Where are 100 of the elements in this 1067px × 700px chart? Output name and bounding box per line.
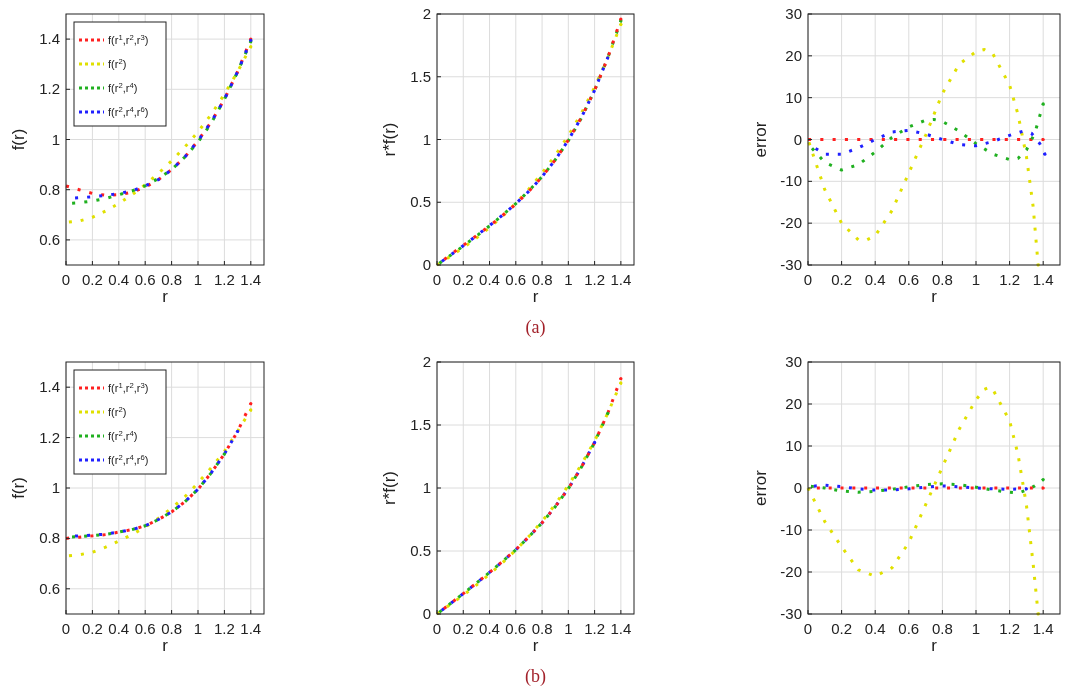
x-tick-label: 1.2 [999, 620, 1021, 637]
y-tick-label: 20 [785, 395, 802, 412]
x-tick-label: 0.4 [864, 620, 886, 637]
y-tick-label: 10 [785, 437, 802, 454]
y-tick-label: 1.5 [410, 416, 431, 433]
x-tick-label: 1.2 [213, 620, 235, 637]
y-tick-label: 0.6 [39, 579, 60, 597]
y-tick-label: 10 [785, 88, 802, 106]
y-tick-label: 1.4 [39, 378, 60, 396]
y-tick-label: 1.2 [39, 428, 60, 446]
legend-label: f(r$^{1}$,r$^{2}$,r$^{3}$) [108, 380, 149, 394]
x-tick-label: 0.2 [81, 271, 103, 288]
y-axis-title: r*f(r) [380, 471, 399, 505]
x-axis-title: r [532, 636, 539, 655]
legend-label: f(r$^{2}$,r$^{4}$) [108, 80, 138, 94]
x-tick-label: 0.4 [108, 271, 130, 288]
x-tick-label: 1.2 [213, 271, 235, 288]
y-tick-label: 0 [422, 256, 431, 273]
x-tick-label: 1.2 [999, 271, 1021, 288]
x-tick-label: 0.4 [479, 271, 500, 288]
y-tick-label: 0.6 [39, 230, 60, 248]
x-axis-title: r [931, 636, 938, 655]
y-tick-label: 0.5 [410, 193, 431, 211]
x-tick-label: 1.4 [1032, 620, 1054, 637]
x-tick-label: 0.6 [134, 620, 156, 637]
x-axis-title: r [162, 636, 169, 655]
y-axis-title: f(r) [9, 128, 28, 151]
y-tick-label: -30 [780, 605, 802, 622]
line-series [806, 48, 1040, 267]
y-tick-label: -20 [780, 563, 802, 580]
y-tick-label: 30 [785, 353, 802, 370]
x-tick-label: 0.2 [81, 620, 103, 637]
y-tick-label: 0 [793, 479, 802, 496]
legend-label: f(r$^{2}$,r$^{4}$,r$^{6}$) [108, 104, 149, 118]
y-tick-label: 1.2 [39, 80, 60, 98]
x-tick-label: 0.4 [479, 620, 500, 637]
text: (a) [525, 317, 546, 338]
y-tick-label: 0 [793, 130, 802, 148]
legend-label: f(r$^{1}$,r$^{2}$,r$^{3}$) [108, 32, 149, 46]
x-tick-label: 0.2 [452, 620, 474, 637]
line-series [806, 385, 1040, 616]
x-tick-label: 1.4 [240, 620, 262, 637]
y-tick-label: 0.5 [410, 542, 431, 559]
y-tick-label: 1 [51, 479, 60, 496]
legend-label: f(r$^{2}$,r$^{4}$,r$^{6}$) [108, 452, 149, 466]
x-tick-label: 1 [193, 271, 203, 288]
x-tick-label: 0.2 [831, 271, 853, 288]
legend-label: f(r$^{2}$) [108, 404, 127, 418]
x-tick-label: 1.4 [1032, 271, 1054, 288]
x-axis-title: r [162, 287, 169, 306]
x-axis-title: r [931, 287, 938, 306]
y-tick-label: -30 [780, 256, 802, 273]
y-tick-label: 2 [422, 5, 431, 22]
y-tick-label: 0.8 [39, 529, 60, 547]
line-series [64, 402, 253, 540]
y-tick-label: 20 [785, 46, 802, 64]
y-axis-title: f(r) [9, 477, 28, 499]
y-tick-label: 1.5 [410, 67, 431, 85]
x-tick-label: 1 [564, 620, 573, 637]
x-tick-label: 0.6 [898, 271, 920, 288]
y-tick-label: 1 [51, 130, 60, 148]
y-tick-label: -10 [780, 521, 802, 538]
x-tick-label: 0.8 [161, 620, 183, 637]
y-tick-label: -10 [780, 172, 802, 190]
x-tick-label: 0.8 [931, 271, 953, 288]
x-tick-label: 0.8 [931, 620, 953, 637]
x-axis-title: r [532, 287, 539, 306]
legend-label: f(r$^{2}$) [108, 56, 127, 70]
x-tick-label: 0.4 [864, 271, 886, 288]
y-tick-label: 1 [422, 130, 431, 148]
x-tick-label: 1.2 [584, 620, 606, 637]
y-tick-label: 2 [422, 353, 431, 370]
x-tick-label: 0.8 [531, 271, 553, 288]
y-tick-label: -20 [780, 214, 802, 232]
y-tick-label: 0 [422, 605, 431, 622]
x-tick-label: 1 [971, 620, 981, 637]
x-tick-label: 1.4 [240, 271, 262, 288]
x-tick-label: 0.6 [898, 620, 920, 637]
y-axis-title: r*f(r) [380, 122, 399, 157]
y-axis-title: error [751, 469, 770, 506]
x-tick-label: 0.6 [505, 271, 527, 288]
x-tick-label: 1 [971, 271, 981, 288]
text: (b) [525, 666, 546, 687]
legend-label: f(r$^{2}$,r$^{4}$) [108, 428, 138, 442]
y-tick-label: 1.4 [39, 30, 60, 48]
x-tick-label: 1.4 [610, 271, 632, 288]
x-tick-label: 0.2 [831, 620, 853, 637]
x-tick-label: 1.4 [610, 620, 632, 637]
x-tick-label: 0.2 [452, 271, 474, 288]
y-axis-title: error [751, 121, 770, 158]
x-tick-label: 0.8 [161, 271, 183, 288]
x-tick-label: 0.8 [531, 620, 553, 637]
y-tick-label: 30 [785, 5, 802, 22]
x-tick-label: 1.2 [584, 271, 606, 288]
y-tick-label: 1 [422, 479, 431, 496]
x-tick-label: 1 [193, 620, 203, 637]
x-tick-label: 0.4 [108, 620, 130, 637]
x-tick-label: 1 [564, 271, 573, 288]
x-tick-label: 0.6 [134, 271, 156, 288]
x-tick-label: 0.6 [505, 620, 527, 637]
